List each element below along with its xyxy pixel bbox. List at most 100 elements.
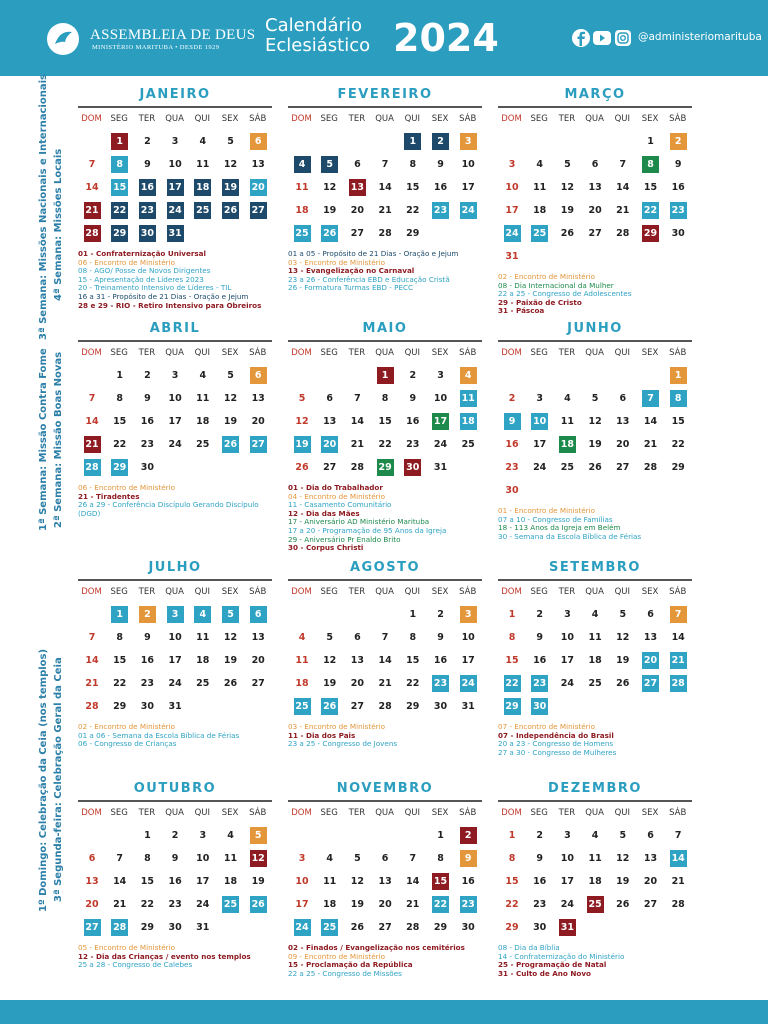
day-number: 9 [144, 632, 151, 643]
weekday-label: SEX [431, 587, 449, 597]
side-note: 3ª Segunda-feira: Celebração Geral da Ce… [53, 657, 64, 903]
day-number: 23 [140, 205, 154, 216]
day-number: 21 [85, 678, 99, 689]
day-highlight [194, 179, 212, 196]
day-number: 17 [560, 655, 574, 666]
weekday-label: QUA [375, 348, 394, 358]
day-number: 22 [406, 205, 420, 216]
day-number: 5 [227, 609, 234, 620]
weekday-label: QUA [165, 587, 184, 597]
weekday-label: DOM [291, 114, 312, 124]
day-number: 1 [409, 609, 417, 620]
weekday-label: SEG [530, 348, 548, 358]
day-number: 23 [168, 899, 182, 910]
day-highlight [249, 436, 267, 453]
footer-bar [0, 1000, 768, 1024]
day-number: 12 [350, 876, 364, 887]
day-number: 29 [433, 922, 448, 933]
day-number: 28 [378, 228, 392, 239]
day-number: 17 [168, 655, 182, 666]
day-number: 26 [588, 462, 602, 473]
day-number: 3 [171, 370, 179, 381]
day-number: 7 [381, 632, 389, 643]
day-number: 5 [354, 853, 361, 864]
day-number: 8 [409, 632, 417, 643]
event-note: 06 - Congresso de Crianças [78, 739, 177, 749]
day-number: 3 [171, 136, 179, 147]
day-number: 7 [88, 632, 96, 643]
day-highlight [249, 367, 267, 384]
day-highlight [138, 606, 156, 623]
weekday-label: DOM [291, 348, 312, 358]
day-number: 6 [647, 609, 654, 620]
day-number: 29 [378, 462, 392, 473]
weekday-label: QUI [404, 348, 420, 358]
day-number: 23 [533, 678, 547, 689]
day-number: 26 [323, 701, 337, 712]
day-number: 8 [116, 632, 123, 643]
day-number: 1 [381, 370, 389, 381]
day-number: 23 [533, 899, 547, 910]
day-number: 11 [461, 393, 475, 404]
day-number: 16 [533, 655, 547, 666]
event-note: 03 - Encontro de Ministério [288, 722, 385, 731]
day-number: 11 [196, 632, 210, 643]
day-number: 14 [113, 876, 127, 887]
day-number: 9 [508, 416, 516, 427]
day-highlight [111, 179, 129, 196]
day-highlight [432, 413, 449, 430]
day-number: 27 [251, 205, 265, 216]
day-number: 15 [113, 655, 127, 666]
day-number: 2 [437, 136, 444, 147]
event-note: 30 - Corpus Christi [288, 543, 364, 553]
day-number: 25 [196, 205, 210, 216]
day-number: 13 [251, 159, 265, 170]
day-number: 17 [533, 439, 547, 450]
day-highlight [376, 459, 394, 476]
event-list: 08 - Dia da Bíblia 14 - Confraternização … [498, 943, 692, 978]
event-note: 01 a 06 - Semana da Escola Bíblica de Fé… [78, 730, 240, 740]
day-number: 11 [196, 393, 210, 404]
day-number: 1 [409, 136, 417, 147]
day-number: 18 [223, 876, 238, 887]
day-number: 18 [323, 899, 337, 910]
weekday-label: SEG [530, 587, 548, 597]
day-number: 14 [350, 416, 364, 427]
weekday-label: QUA [585, 114, 604, 124]
day-number: 10 [533, 416, 547, 427]
day-number: 18 [295, 205, 309, 216]
day-highlight [459, 896, 477, 913]
day-number: 24 [560, 678, 574, 689]
month-name: JANEIRO [78, 86, 272, 108]
month-name: FEVEREIRO [288, 86, 482, 108]
day-number: 10 [560, 632, 574, 643]
day-number: 2 [674, 136, 682, 147]
event-note: 04 - Encontro de Ministério [288, 491, 385, 501]
day-number: 6 [254, 136, 262, 147]
day-number: 9 [536, 853, 543, 864]
weekday-label: SEX [641, 348, 659, 358]
day-highlight [642, 652, 659, 669]
day-number: 15 [113, 416, 127, 427]
day-highlight [459, 367, 477, 384]
day-number: 9 [674, 159, 682, 170]
day-number: 20 [350, 205, 364, 216]
event-list: 02 - Encontro de Ministério 08 - Dia Inte… [498, 272, 692, 316]
weekday-label: QUA [585, 808, 604, 818]
weekday-label: SÁB [459, 587, 477, 597]
day-highlight [293, 919, 311, 936]
day-number: 12 [588, 416, 602, 427]
day-number: 6 [647, 830, 654, 841]
day-number: 29 [113, 228, 127, 239]
day-number: 21 [378, 678, 392, 689]
event-note: 16 a 31 - Propósito de 21 Dias - Oração … [78, 291, 249, 301]
day-number: 5 [619, 830, 627, 841]
weekday-label: SEX [431, 808, 449, 818]
weekday-label: SÁB [669, 808, 687, 818]
day-number: 11 [295, 182, 309, 193]
day-number: 12 [295, 416, 309, 427]
day-number: 29 [406, 228, 420, 239]
weekday-label: SEG [110, 587, 128, 597]
day-number: 30 [461, 922, 475, 933]
